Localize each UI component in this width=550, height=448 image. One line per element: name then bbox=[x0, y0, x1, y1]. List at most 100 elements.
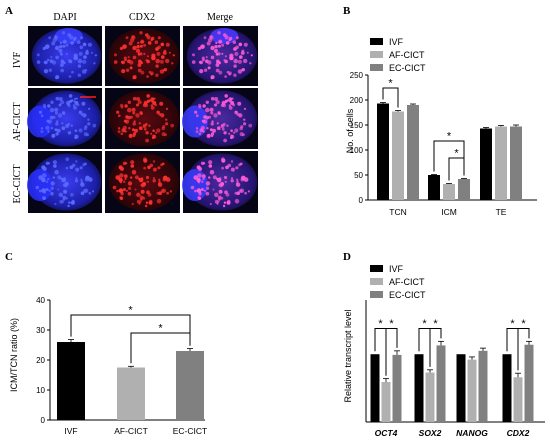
chart-b-significance: * bbox=[382, 78, 399, 108]
significance-label: * bbox=[388, 78, 393, 90]
column-label-merge: Merge bbox=[207, 12, 233, 23]
micrograph-cdx2-ec-cict bbox=[105, 151, 180, 213]
chart-d-legend-label-1: AF-CICT bbox=[389, 277, 425, 287]
chart-c-bar-ivf bbox=[57, 342, 85, 420]
chart-d-legend-swatch-1 bbox=[370, 278, 383, 285]
chart-b-ytick-label: 100 bbox=[350, 146, 364, 155]
chart-b-legend-label-1: AF-CICT bbox=[389, 50, 425, 60]
column-label-cdx2: CDX2 bbox=[129, 12, 155, 23]
chart-d-ylabel: Relative transcript level bbox=[343, 309, 353, 402]
chart-c-ytick-label: 20 bbox=[36, 356, 45, 365]
micrograph-cdx2-af-cict bbox=[105, 88, 180, 149]
panel-letter-d: D bbox=[343, 251, 351, 263]
chart-d-category-label: SOX2 bbox=[419, 428, 442, 438]
chart-b-bar-icm-0 bbox=[428, 175, 440, 200]
chart-b-bar-tcn-1 bbox=[392, 111, 404, 200]
micrograph-dapi-ec-cict bbox=[27, 151, 102, 213]
chart-b-errorbar bbox=[483, 127, 489, 129]
chart-b-errorbar bbox=[431, 174, 437, 175]
chart-b-errorbar bbox=[380, 102, 386, 104]
chart-b-legend-swatch-2 bbox=[370, 64, 383, 71]
chart-b-ytick-label: 0 bbox=[359, 196, 364, 205]
chart-d-errorbar bbox=[515, 372, 521, 378]
micrograph-panel: DAPI CDX2 Merge IVF AF-CICT EC-CICT bbox=[12, 12, 258, 213]
panel-letter-c: C bbox=[5, 251, 13, 263]
micrograph-merge-ec-cict bbox=[182, 151, 258, 213]
chart-b-category-label: TE bbox=[496, 207, 507, 217]
chart-d-significance: * bbox=[385, 318, 398, 376]
chart-c-errorbar bbox=[187, 348, 193, 351]
chart-c-significance: * bbox=[70, 305, 191, 346]
chart-c-bar-af-cict bbox=[117, 367, 145, 420]
chart-d-bar-oct4-1 bbox=[381, 382, 391, 422]
chart-d-category-label: CDX2 bbox=[507, 428, 530, 438]
chart-c-ytick-label: 40 bbox=[36, 296, 45, 305]
chart-b-bar-tcn-2 bbox=[407, 105, 419, 200]
significance-label: * bbox=[128, 305, 133, 317]
chart-c-category-label: EC-CICT bbox=[173, 426, 207, 436]
chart-b-legend-swatch-0 bbox=[370, 38, 383, 45]
chart-c-errorbar bbox=[128, 365, 134, 368]
chart-d-errorbar bbox=[394, 350, 400, 355]
chart-b-errorbar bbox=[410, 103, 416, 105]
panel-letter-b: B bbox=[343, 5, 351, 17]
chart-d-legend-label-2: EC-CICT bbox=[389, 290, 426, 300]
significance-label: * bbox=[510, 318, 515, 330]
chart-b-ytick-label: 200 bbox=[350, 96, 364, 105]
panel-letter-a: A bbox=[5, 5, 13, 17]
chart-b-category-label: ICM bbox=[441, 207, 457, 217]
significance-label: * bbox=[447, 131, 452, 143]
chart-d-bar-sox2-0 bbox=[414, 354, 424, 422]
chart-d-legend-swatch-2 bbox=[370, 291, 383, 298]
chart-d-bar-sox2-2 bbox=[436, 345, 446, 422]
chart-b-significance: * bbox=[448, 148, 465, 181]
chart-d-errorbar bbox=[480, 347, 486, 351]
chart-b-bar-te-0 bbox=[480, 128, 492, 200]
significance-label: * bbox=[454, 148, 459, 160]
chart-c-ylabel: ICM/TCN ratio (%) bbox=[9, 318, 19, 392]
row-label-ec-cict: EC-CICT bbox=[12, 165, 23, 204]
chart-d-significance: * bbox=[429, 318, 442, 367]
chart-c: ICM/TCN ratio (%) 0 10 20 30 40 IVF AF-CICT EC-… bbox=[9, 296, 207, 436]
chart-c-ytick-label: 10 bbox=[36, 386, 45, 395]
column-label-dapi: DAPI bbox=[53, 12, 76, 23]
chart-d-legend-swatch-0 bbox=[370, 265, 383, 272]
chart-d-bar-oct4-0 bbox=[370, 354, 380, 422]
chart-c-category-label: IVF bbox=[64, 426, 77, 436]
chart-d-bar-cdx2-0 bbox=[502, 354, 512, 422]
significance-label: * bbox=[378, 318, 383, 330]
row-label-ivf: IVF bbox=[12, 52, 23, 69]
significance-label: * bbox=[158, 323, 163, 335]
chart-b-bar-tcn-0 bbox=[377, 103, 389, 200]
chart-b-bar-te-2 bbox=[510, 126, 522, 200]
micrograph-merge-ivf bbox=[183, 26, 258, 86]
chart-c-ytick-label: 0 bbox=[41, 416, 46, 425]
micrograph-cdx2-ivf bbox=[105, 26, 180, 86]
chart-b-ylabel: No. of cells bbox=[345, 108, 355, 153]
chart-b-legend-swatch-1 bbox=[370, 51, 383, 58]
chart-b-bar-icm-1 bbox=[443, 184, 455, 200]
chart-d-errorbar bbox=[383, 378, 389, 383]
chart-d-significance: * bbox=[517, 318, 530, 371]
chart-d-errorbar bbox=[526, 340, 532, 345]
chart-b-ytick-label: 50 bbox=[354, 171, 363, 180]
chart-d-bar-cdx2-2 bbox=[524, 344, 534, 422]
chart-d-bar-sox2-1 bbox=[425, 372, 435, 422]
chart-d-errorbar bbox=[427, 369, 433, 373]
chart-b-category-label: TCN bbox=[389, 207, 406, 217]
chart-b-legend-label-0: IVF bbox=[389, 37, 404, 47]
chart-b-ytick-label: 150 bbox=[350, 121, 364, 130]
chart-b-errorbar bbox=[395, 110, 401, 112]
chart-d-bar-oct4-2 bbox=[392, 354, 402, 422]
chart-b-errorbar bbox=[461, 178, 467, 179]
chart-b-legend-label-2: EC-CICT bbox=[389, 63, 426, 73]
chart-d-errorbar bbox=[438, 340, 444, 346]
chart-b-bar-icm-2 bbox=[458, 179, 470, 200]
chart-b-bar-te-1 bbox=[495, 126, 507, 200]
significance-label: * bbox=[521, 318, 526, 330]
significance-label: * bbox=[389, 318, 394, 330]
micrograph-dapi-ivf bbox=[28, 26, 102, 86]
chart-b-ytick-label: 250 bbox=[350, 71, 364, 80]
